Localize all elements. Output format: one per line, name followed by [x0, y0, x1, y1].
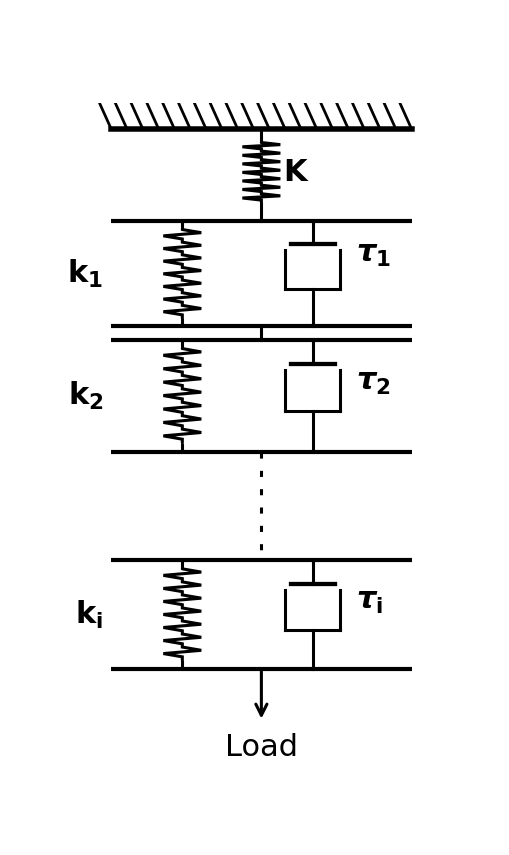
Text: $\boldsymbol{\tau}_\mathbf{1}$: $\boldsymbol{\tau}_\mathbf{1}$: [355, 239, 390, 268]
Text: Load: Load: [224, 734, 297, 763]
Text: $\mathbf{k_2}$: $\mathbf{k_2}$: [67, 380, 103, 411]
Text: K: K: [282, 158, 306, 187]
Text: $\boldsymbol{\tau}_\mathbf{2}$: $\boldsymbol{\tau}_\mathbf{2}$: [355, 368, 390, 397]
Text: $\mathbf{k_1}$: $\mathbf{k_1}$: [67, 257, 103, 290]
Text: $\boldsymbol{\tau}_\mathbf{i}$: $\boldsymbol{\tau}_\mathbf{i}$: [355, 587, 383, 616]
Text: $\mathbf{k_i}$: $\mathbf{k_i}$: [75, 598, 103, 630]
